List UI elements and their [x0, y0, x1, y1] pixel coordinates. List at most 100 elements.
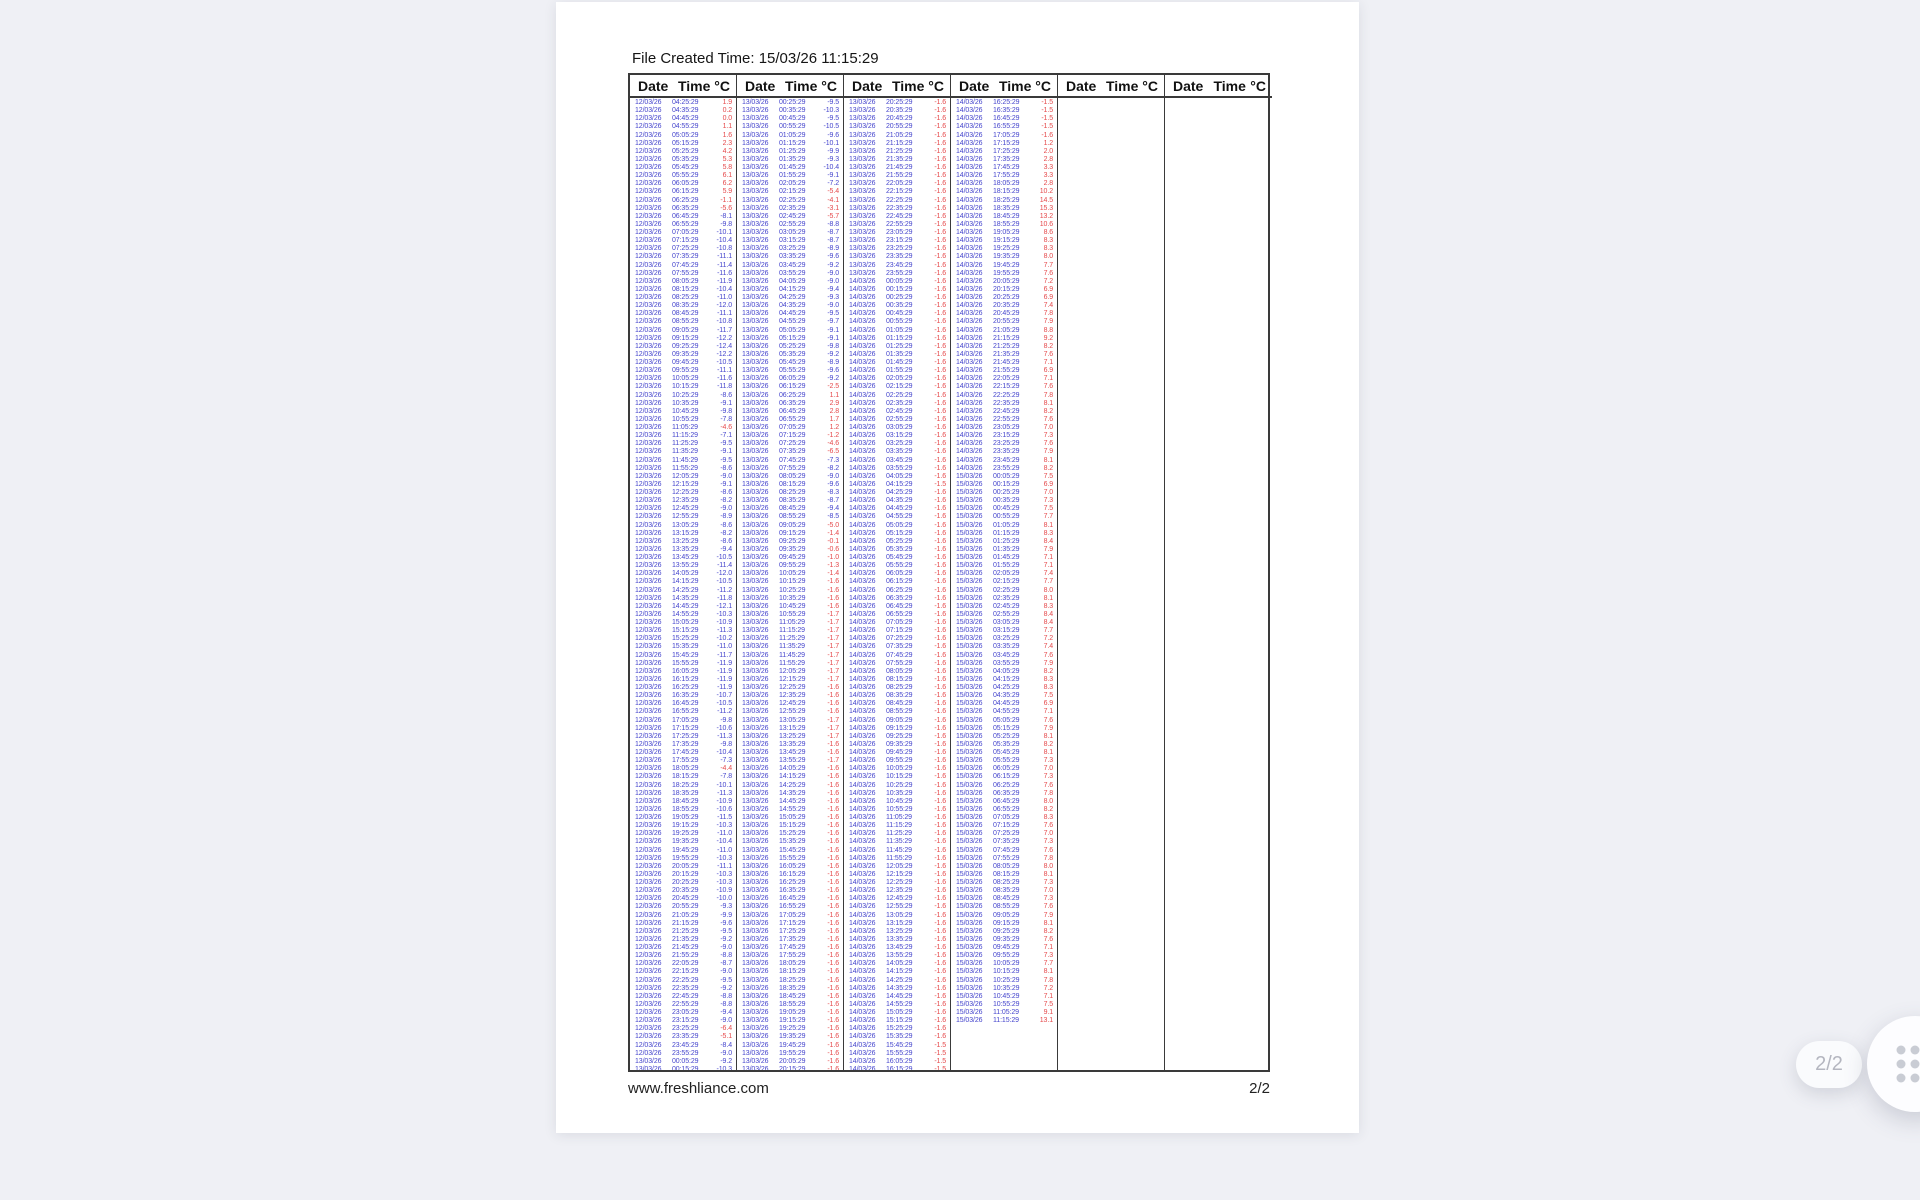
cell-time: 23:35:29	[993, 448, 1020, 456]
cell-date: 14/03/26	[849, 870, 876, 878]
cell-time: 22:05:29	[993, 375, 1020, 383]
cell-temperature: 8.1	[1043, 968, 1054, 976]
cell-temperature: -9.8	[720, 220, 732, 228]
cell-time: 05:45:29	[779, 359, 806, 366]
cell-date: 13/03/26	[742, 927, 769, 935]
cell-date: 15/03/26	[956, 976, 983, 984]
cell-temperature: 8.3	[1043, 675, 1054, 683]
cell-date: 13/03/26	[742, 537, 769, 545]
cell-temperature: -10.1	[716, 781, 733, 789]
log-row: 15/03/26 09:55:29 7.3	[951, 952, 1057, 960]
cell-temperature: -1.6	[827, 805, 839, 813]
cell-time: 08:35:29	[993, 887, 1020, 895]
cell-date: 13/03/26	[742, 773, 769, 781]
cell-date: 15/03/26	[956, 992, 983, 1000]
cell-temperature: -8.6	[720, 521, 732, 529]
cell-time: 11:15:29	[993, 1017, 1019, 1025]
cell-temperature: 2.3	[722, 139, 733, 147]
log-row: 12/03/26 11:35:29 -9.1	[630, 448, 736, 456]
log-row: 12/03/26 17:45:29 -10.4	[630, 749, 736, 757]
footer-page-number: 2/2	[1249, 1080, 1270, 1097]
cell-temperature: 5.8	[722, 164, 733, 171]
cell-time: 14:55:29	[672, 610, 699, 618]
cell-date: 14/03/26	[956, 424, 983, 431]
cell-time: 19:05:29	[779, 1009, 806, 1016]
cell-date: 14/03/26	[849, 399, 876, 407]
cell-date: 13/03/26	[742, 1017, 769, 1025]
cell-time: 21:35:29	[993, 350, 1020, 358]
log-row: 12/03/26 21:05:29 -9.9	[630, 912, 736, 920]
cell-time: 11:05:29	[993, 1009, 1019, 1016]
log-row: 14/03/26 17:55:29 3.3	[951, 172, 1057, 180]
log-row: 15/03/26 05:15:29 7.9	[951, 725, 1057, 733]
cell-time: 10:45:29	[672, 407, 699, 415]
cell-temperature: -11.7	[717, 326, 732, 334]
log-row: 15/03/26 09:05:29 7.9	[951, 912, 1057, 920]
cell-temperature: -1.6	[934, 326, 946, 334]
cell-time: 22:55:29	[886, 220, 913, 228]
cell-temperature: -1.6	[827, 984, 839, 992]
cell-date: 12/03/26	[635, 513, 662, 521]
log-row: 14/03/26 06:25:29 -1.6	[844, 587, 950, 595]
cell-time: 06:05:29	[779, 375, 806, 383]
cell-time: 17:55:29	[672, 757, 699, 765]
cell-time: 20:55:29	[886, 123, 913, 131]
cell-temperature: -11.3	[717, 789, 732, 797]
cell-time: 07:35:29	[886, 643, 913, 651]
cell-time: 09:45:29	[886, 749, 913, 756]
cell-date: 13/03/26	[742, 448, 769, 456]
cell-temperature: -1.6	[827, 935, 839, 943]
cell-time: 14:45:29	[672, 602, 699, 610]
cell-date: 15/03/26	[956, 521, 983, 529]
cell-date: 12/03/26	[635, 212, 662, 220]
cell-time: 01:05:29	[993, 521, 1020, 529]
log-row: 14/03/26 13:25:29 -1.6	[844, 928, 950, 936]
cell-date: 12/03/26	[635, 903, 662, 911]
log-row: 14/03/26 14:15:29 -1.6	[844, 968, 950, 976]
cell-time: 06:55:29	[993, 805, 1020, 813]
cell-time: 04:15:29	[886, 480, 913, 488]
log-row: 14/03/26 22:45:29 8.2	[951, 408, 1057, 416]
log-row: 14/03/26 19:25:29 8.3	[951, 245, 1057, 253]
cell-time: 04:35:29	[886, 497, 913, 505]
grid-menu-button[interactable]	[1867, 1016, 1920, 1112]
log-row: 13/03/26 01:45:29 -10.4	[737, 164, 843, 172]
log-row: 13/03/26 22:35:29 -1.6	[844, 205, 950, 213]
cell-date: 12/03/26	[635, 196, 662, 204]
cell-date: 12/03/26	[635, 407, 662, 415]
cell-temperature: -9.2	[827, 261, 839, 269]
cell-date: 13/03/26	[742, 237, 769, 245]
log-row: 12/03/26 09:35:29 -12.2	[630, 351, 736, 359]
cell-temperature: -7.1	[720, 432, 732, 440]
cell-time: 16:55:29	[672, 708, 699, 716]
log-row: 12/03/26 12:05:29 -9.0	[630, 473, 736, 481]
cell-temperature: -5.0	[827, 521, 839, 529]
log-row: 14/03/26 10:15:29 -1.6	[844, 773, 950, 781]
cell-date: 14/03/26	[849, 1000, 876, 1008]
cell-temperature: 2.8	[829, 407, 840, 415]
cell-time: 02:35:29	[779, 204, 806, 212]
log-row: 15/03/26 01:55:29 7.1	[951, 562, 1057, 570]
cell-time: 03:55:29	[993, 659, 1020, 667]
log-row: 15/03/26 05:25:29 8.1	[951, 733, 1057, 741]
log-row: 13/03/26 09:15:29 -1.4	[737, 530, 843, 538]
cell-date: 14/03/26	[956, 220, 983, 228]
cell-time: 21:55:29	[672, 952, 699, 960]
log-row: 12/03/26 14:15:29 -10.5	[630, 578, 736, 586]
cell-date: 14/03/26	[956, 196, 983, 204]
cell-temperature: -1.6	[934, 1025, 946, 1033]
cell-temperature: -10.7	[716, 692, 733, 700]
cell-date: 15/03/26	[956, 513, 983, 521]
cell-time: 03:25:29	[886, 440, 913, 448]
cell-time: 04:55:29	[886, 513, 913, 521]
cell-date: 13/03/26	[742, 497, 769, 505]
cell-temperature: -1.6	[934, 789, 946, 797]
log-row: 12/03/26 15:35:29 -11.0	[630, 643, 736, 651]
log-row: 14/03/26 12:05:29 -1.6	[844, 863, 950, 871]
cell-time: 19:55:29	[993, 269, 1020, 277]
log-row: 13/03/26 20:05:29 -1.6	[737, 1058, 843, 1066]
cell-temperature: 1.2	[829, 424, 840, 431]
cell-temperature: -11.6	[717, 269, 732, 277]
column-rows: 14/03/26 16:25:29 -1.5 14/03/26 16:35:29 -1.5…	[951, 98, 1057, 1070]
cell-date: 14/03/26	[956, 99, 983, 106]
